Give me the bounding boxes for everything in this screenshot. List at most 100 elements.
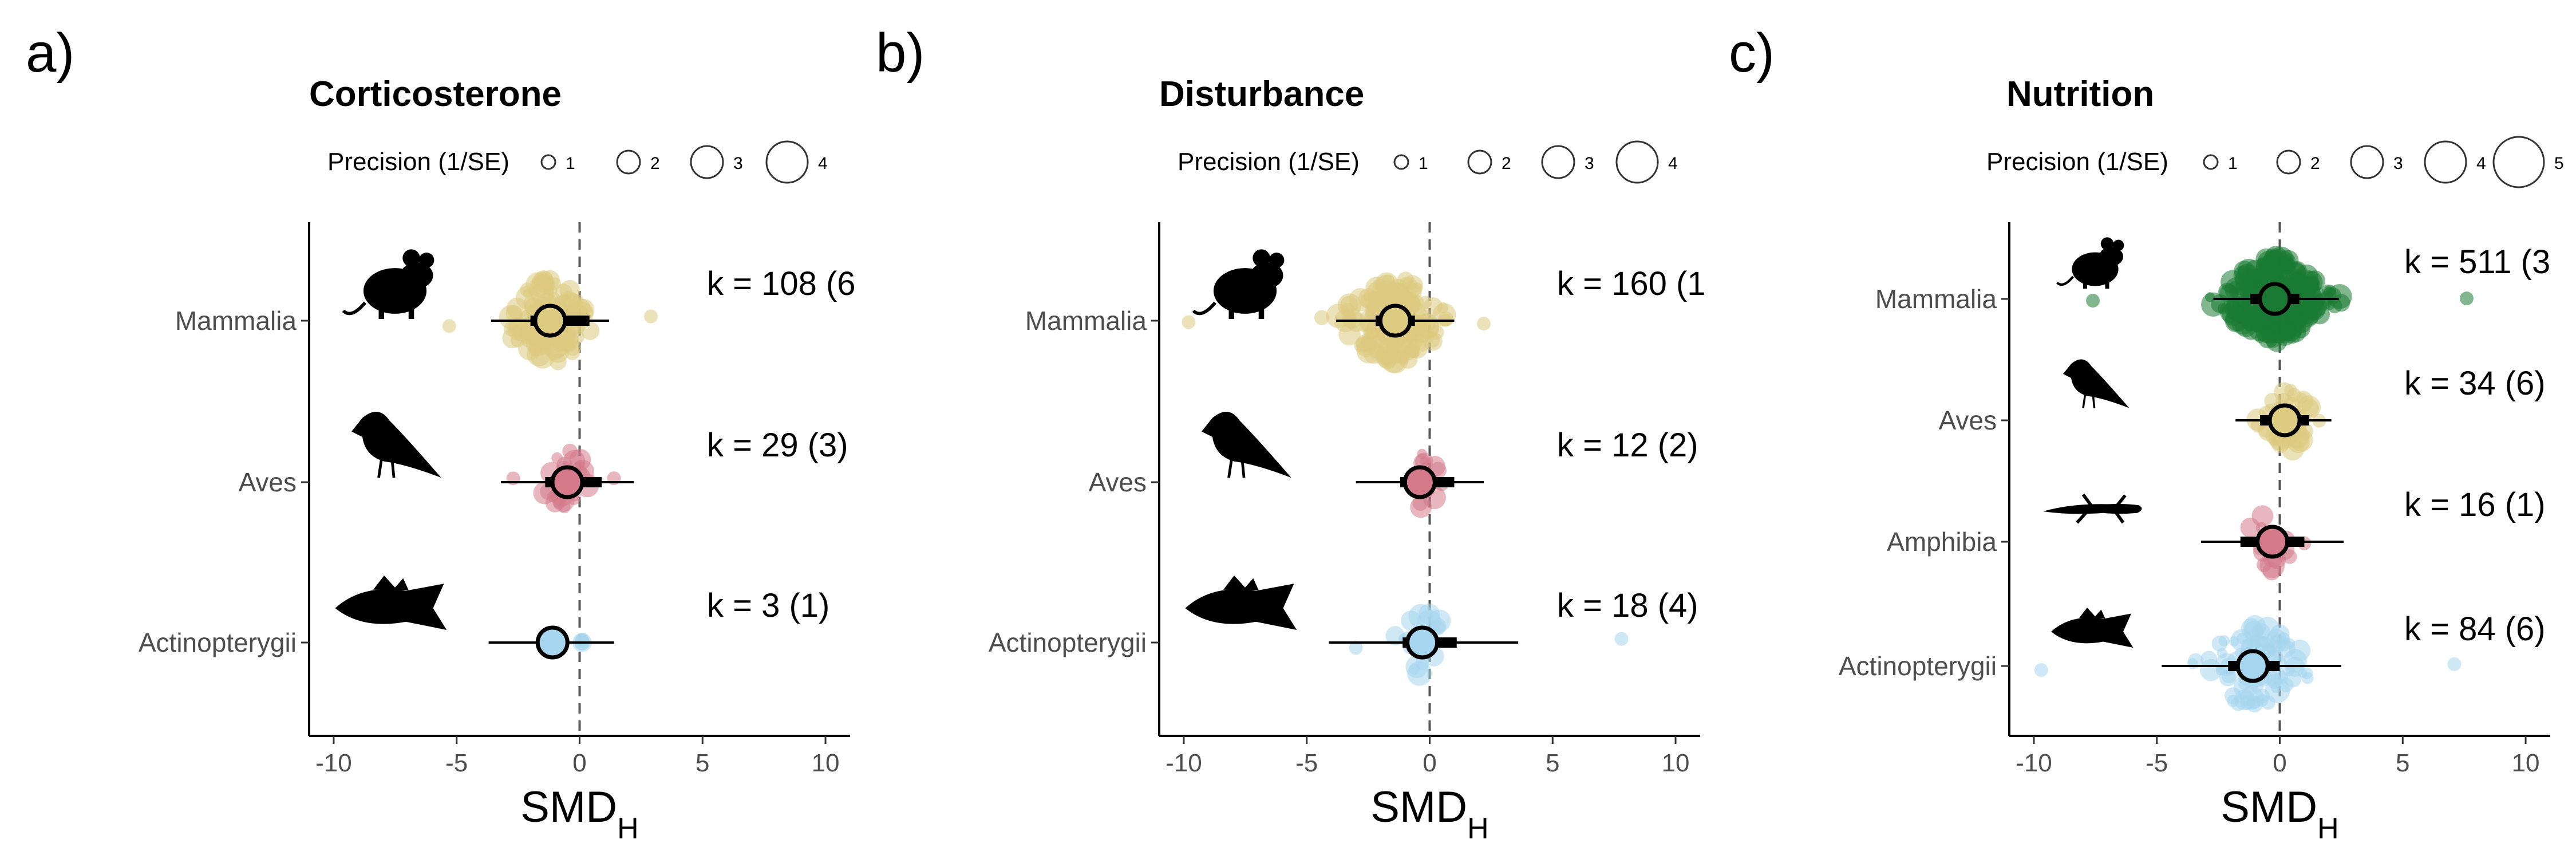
x-tick-label: 10 — [812, 749, 840, 777]
k-label: k = 160 (1 — [1557, 265, 1706, 302]
data-point — [2269, 259, 2288, 278]
x-tick-label: 0 — [572, 749, 586, 777]
legend-size-circle — [2350, 145, 2384, 179]
legend-size-label: 1 — [566, 154, 575, 173]
salamander-icon — [2043, 493, 2142, 524]
estimate-point — [535, 625, 570, 660]
data-point — [527, 326, 538, 338]
mouse-icon — [342, 249, 434, 319]
category-label: Mammalia — [175, 306, 297, 336]
legend-size-label: 2 — [650, 154, 660, 173]
estimate-point — [2255, 525, 2290, 559]
data-point — [559, 279, 580, 301]
legend-size-label: 3 — [2393, 154, 2403, 173]
legend-size-circle — [1393, 154, 1409, 170]
x-axis-title: SMDH — [1370, 783, 1488, 845]
k-label: k = 34 (6) — [2404, 365, 2546, 402]
data-point — [2323, 287, 2337, 301]
legend-size-circle — [2424, 140, 2467, 184]
data-point — [530, 278, 542, 289]
data-point — [2261, 695, 2275, 710]
data-point — [523, 288, 533, 299]
data-point — [1349, 641, 1363, 655]
data-point — [2034, 663, 2048, 677]
data-point — [2283, 649, 2308, 673]
legend-size-circle — [616, 149, 641, 175]
data-point — [1314, 310, 1330, 325]
data-point — [1401, 610, 1421, 631]
category-aves: Aves k = 29 (3) — [239, 411, 848, 514]
data-point — [2301, 399, 2320, 417]
category-mammalia: Mammalia k = 160 (1 — [1025, 249, 1706, 374]
data-point — [2243, 303, 2257, 317]
data-point — [2234, 689, 2255, 711]
estimate-point — [550, 465, 584, 499]
legend-size-label: 4 — [1668, 154, 1678, 173]
panel-tag: b) — [876, 22, 924, 84]
category-label: Aves — [1089, 467, 1147, 497]
legend-size-label: 3 — [733, 154, 743, 173]
category-label: Mammalia — [1025, 306, 1147, 336]
panel-tag: c) — [1729, 22, 1775, 84]
category-mammalia: Mammalia k = 108 (6 — [175, 249, 856, 371]
category-label: Actinopterygii — [989, 628, 1147, 657]
category-actinopterygii: Actinopterygii k = 3 (1) — [139, 576, 829, 660]
k-label: k = 29 (3) — [707, 427, 848, 464]
fish-icon — [335, 576, 447, 630]
legend-title: Precision (1/SE) — [1986, 148, 2168, 176]
data-point — [2240, 517, 2261, 538]
data-point — [2284, 670, 2302, 688]
data-point — [1406, 344, 1421, 358]
data-point — [2447, 657, 2462, 671]
category-aves: Aves k = 12 (2) — [1089, 411, 1698, 518]
category-label: Actinopterygii — [1839, 651, 1997, 681]
data-point — [1420, 456, 1430, 466]
data-point — [644, 309, 658, 324]
bird-icon — [2063, 359, 2129, 408]
data-point — [545, 493, 564, 513]
data-point — [1385, 626, 1405, 645]
data-point — [2290, 318, 2311, 338]
x-tick-label: 10 — [2512, 749, 2540, 777]
data-point — [2327, 298, 2342, 313]
data-point — [1477, 317, 1491, 331]
data-point — [575, 633, 589, 647]
legend-size-label: 2 — [1502, 154, 1511, 173]
panel-corticosterone: a) Corticosterone Precision (1/SE) 1 2 3 4 -10 -… — [26, 22, 856, 845]
category-mammalia: Mammalia k = 511 (3 — [1875, 237, 2550, 352]
data-point — [1358, 321, 1369, 332]
legend-size-circle — [2203, 154, 2219, 170]
panel-tag: a) — [26, 22, 74, 84]
data-point — [1614, 632, 1629, 646]
x-tick-label: 10 — [1662, 749, 1690, 777]
x-tick-label: 0 — [2273, 749, 2286, 777]
data-point — [1400, 287, 1416, 304]
legend-size-circle — [765, 140, 809, 184]
data-point — [2281, 438, 2305, 461]
category-amphibia: Amphibia k = 16 (1) — [1887, 486, 2546, 581]
fish-icon — [1185, 576, 1297, 630]
category-actinopterygii: Actinopterygii k = 18 (4) — [989, 576, 1698, 686]
mouse-icon — [2056, 237, 2124, 289]
legend-size-circle — [1615, 140, 1659, 184]
bird-icon — [1202, 411, 1291, 478]
fish-icon — [2051, 608, 2134, 648]
data-point — [1417, 313, 1436, 333]
data-point — [1409, 663, 1420, 675]
legend-size-label: 1 — [1419, 154, 1428, 173]
data-point — [2200, 659, 2222, 681]
k-label: k = 12 (2) — [1557, 427, 1698, 464]
data-point — [442, 319, 456, 333]
legend-size-circle — [1467, 149, 1492, 175]
panel-title: Nutrition — [2006, 74, 2154, 114]
x-tick-label: -5 — [1295, 749, 1318, 777]
data-point — [2286, 262, 2306, 283]
k-label: k = 84 (6) — [2404, 610, 2546, 648]
data-point — [1437, 302, 1448, 314]
data-point — [2218, 635, 2230, 647]
legend-size-label: 4 — [2476, 154, 2486, 173]
data-point — [551, 452, 563, 464]
data-point — [2306, 301, 2317, 311]
estimate-point — [1402, 465, 1437, 499]
category-label: Mammalia — [1875, 284, 1997, 314]
